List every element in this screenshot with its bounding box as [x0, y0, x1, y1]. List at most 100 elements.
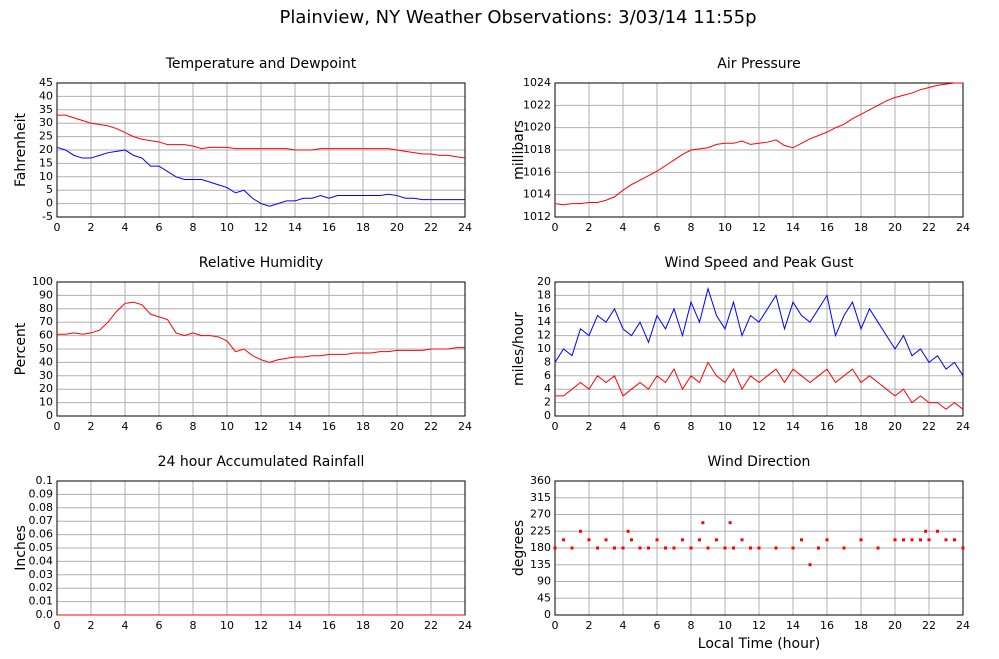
x-tick-label: 22 [424, 420, 438, 433]
x-tick-label: 20 [390, 221, 404, 234]
y-tick-label: 45 [39, 76, 53, 89]
x-tick-label: 0 [552, 420, 559, 433]
x-tick-label: 6 [654, 221, 661, 234]
x-tick-label: 14 [786, 619, 800, 632]
y-tick-label: 60 [39, 329, 53, 342]
x-tick-label: 8 [688, 420, 695, 433]
x-tick-label: 2 [586, 420, 593, 433]
data-point [723, 546, 727, 550]
x-tick-label: 2 [88, 619, 95, 632]
y-tick-label: 90 [39, 288, 53, 301]
data-point [621, 546, 625, 550]
data-point [757, 546, 761, 550]
x-tick-label: 8 [190, 619, 197, 632]
x-tick-label: 4 [122, 619, 129, 632]
x-tick-label: 8 [688, 619, 695, 632]
data-point [638, 546, 642, 550]
x-tick-label: 22 [424, 619, 438, 632]
data-point [570, 546, 574, 550]
y-tick-label: 30 [39, 369, 53, 382]
y-tick-label: 10 [537, 342, 551, 355]
x-tick-label: 12 [752, 619, 766, 632]
x-tick-label: 2 [586, 221, 593, 234]
y-tick-label: 1022 [523, 98, 551, 111]
data-point [740, 538, 744, 542]
y-tick-label: 100 [32, 275, 53, 288]
x-tick-label: 10 [718, 420, 732, 433]
y-tick-label: 0.05 [29, 541, 54, 554]
x-tick-label: 0 [552, 619, 559, 632]
x-tick-label: 20 [888, 420, 902, 433]
x-tick-label: 16 [322, 221, 336, 234]
x-tick-label: 2 [88, 221, 95, 234]
x-tick-label: 20 [390, 420, 404, 433]
y-tick-label: 0.01 [29, 595, 54, 608]
x-tick-label: 24 [956, 420, 970, 433]
y-tick-label: 4 [544, 382, 551, 395]
y-tick-label: 20 [39, 143, 53, 156]
y-tick-label: 315 [530, 491, 551, 504]
x-tick-label: 22 [922, 619, 936, 632]
x-tick-label: 2 [586, 619, 593, 632]
data-point [630, 538, 633, 542]
y-tick-label: 0.02 [29, 581, 54, 594]
data-point [647, 546, 650, 550]
y-tick-label: 1012 [523, 210, 551, 223]
data-point [876, 546, 880, 550]
y-tick-label: 0.07 [29, 514, 54, 527]
x-tick-label: 4 [122, 420, 129, 433]
x-tick-label: 10 [220, 619, 234, 632]
data-point [604, 538, 608, 542]
data-point [732, 546, 735, 550]
y-tick-label: 0.04 [29, 554, 54, 567]
y-axis-label: Inches [13, 525, 29, 570]
x-tick-label: 20 [888, 619, 902, 632]
y-tick-label: 0 [46, 197, 53, 210]
y-axis-label: degrees [511, 520, 527, 576]
x-tick-label: 18 [854, 221, 868, 234]
y-tick-label: 40 [39, 89, 53, 102]
x-tick-label: 6 [156, 221, 163, 234]
y-tick-label: 25 [39, 130, 53, 143]
plot-frame [56, 281, 466, 417]
y-tick-label: 80 [39, 302, 53, 315]
data-point [672, 546, 676, 550]
chart-title: Relative Humidity [199, 255, 323, 271]
data-point [698, 538, 701, 542]
plot-frame [554, 281, 964, 417]
y-tick-label: 1014 [523, 188, 551, 201]
y-tick-label: 0.0 [36, 608, 54, 621]
x-tick-label: 6 [654, 619, 661, 632]
y-tick-label: 10 [39, 170, 53, 183]
data-point [553, 546, 557, 550]
x-tick-label: 20 [390, 619, 404, 632]
y-tick-label: 18 [537, 288, 551, 301]
x-tick-label: 18 [854, 420, 868, 433]
data-point [579, 529, 582, 533]
x-tick-label: 16 [820, 420, 834, 433]
x-tick-label: 12 [254, 420, 268, 433]
y-tick-label: 20 [39, 382, 53, 395]
data-point [825, 538, 829, 542]
x-tick-label: 12 [752, 420, 766, 433]
y-tick-label: 0.1 [36, 474, 54, 487]
data-point [715, 538, 718, 542]
x-tick-label: 18 [356, 619, 370, 632]
data-line [554, 82, 963, 206]
y-tick-label: 1016 [523, 165, 551, 178]
x-tick-label: 24 [458, 221, 472, 234]
x-tick-label: 8 [688, 221, 695, 234]
y-tick-label: 20 [537, 275, 551, 288]
y-tick-label: 0.06 [29, 528, 54, 541]
y-tick-label: 270 [530, 508, 551, 521]
data-point [664, 546, 667, 550]
data-point [927, 538, 931, 542]
data-point [706, 546, 710, 550]
x-tick-label: 10 [718, 619, 732, 632]
chart-title: Air Pressure [717, 56, 800, 72]
x-tick-label: 24 [458, 420, 472, 433]
data-point [936, 529, 939, 533]
data-line [57, 301, 465, 363]
